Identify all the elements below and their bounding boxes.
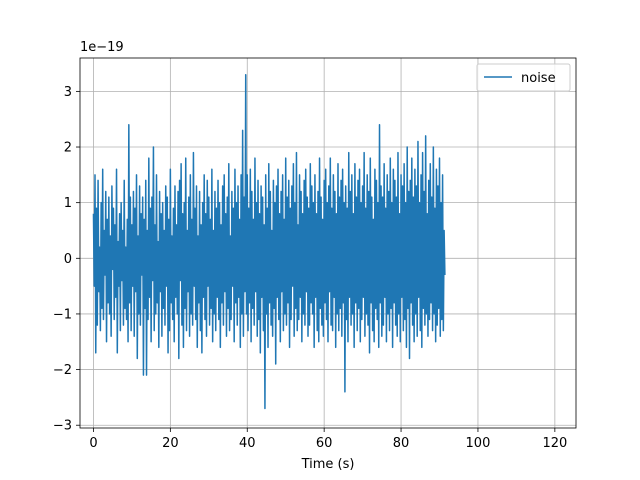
y-tick-label: −2 <box>53 363 72 378</box>
legend-box <box>476 63 571 92</box>
y-tick-label: 3 <box>64 85 72 100</box>
series-line-noise <box>92 73 446 410</box>
y-tick-label: −3 <box>53 419 72 434</box>
x-tick-label: 120 <box>542 436 567 451</box>
x-tick-label: 100 <box>466 436 491 451</box>
legend: noise <box>476 63 571 92</box>
y-offset-label: 1e−19 <box>80 40 124 55</box>
x-tick-label: 40 <box>239 436 256 451</box>
x-tick-label: 80 <box>393 436 410 451</box>
y-tick-label: 1 <box>64 196 72 211</box>
x-tick-label: 60 <box>316 436 333 451</box>
x-tick-label: 0 <box>89 436 97 451</box>
ticks: 0 20 40 60 80 100 120 −3 −2 −1 0 1 2 3 <box>53 85 567 451</box>
axes-frame <box>79 57 577 429</box>
y-tick-label: −1 <box>53 307 72 322</box>
plot-area <box>92 73 446 410</box>
legend-label-noise: noise <box>521 71 556 86</box>
x-tick-label: 20 <box>162 436 179 451</box>
x-axis-label: Time (s) <box>301 457 355 472</box>
y-tick-label: 2 <box>64 141 72 156</box>
y-tick-label: 0 <box>64 252 72 267</box>
